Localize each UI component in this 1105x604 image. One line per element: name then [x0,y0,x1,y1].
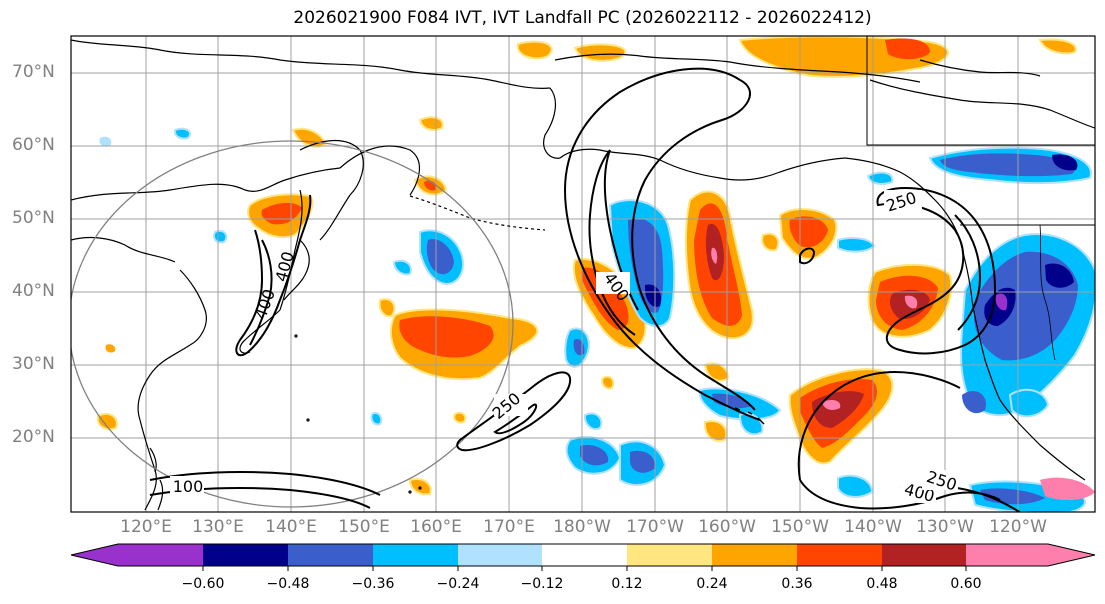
colorbar-tick-label: 0.12 [611,576,643,592]
map-frame [70,35,1096,513]
graticule [71,36,1095,512]
colorbar-tick-label: −0.24 [436,576,480,592]
lon-label-180w: 180°W [553,517,611,537]
lon-label-150w: 150°W [771,517,829,537]
lon-label-160w: 160°W [698,517,756,537]
map-title: 2026021900 F084 IVT, IVT Landfall PC (20… [293,8,872,28]
colorbar-tick-label: 0.24 [696,576,728,592]
lat-label-30n: 30°N [12,354,55,374]
coastlines [71,36,1095,511]
colorbar-tick-label: −0.60 [181,576,225,592]
colorbar [70,543,1096,571]
lon-label-170w: 170°W [626,517,684,537]
lat-label-40n: 40°N [12,281,55,301]
ivt-contours [149,67,1021,512]
lon-label-140w: 140°W [844,517,902,537]
colorbar-tick-label: −0.48 [266,576,310,592]
lon-label-140e: 140°E [265,517,317,537]
contour-label-100: 100 [173,477,204,496]
lon-label-120w: 120°W [989,517,1047,537]
colorbar-arrow-right [1048,544,1095,566]
lon-label-130e: 130°E [192,517,244,537]
contour-label-group: 250 400 250 400 250 400 400 100 [170,188,959,506]
lon-label-160e: 160°E [410,517,462,537]
lon-label-150e: 150°E [338,517,390,537]
colorbar-tick-label: 0.60 [950,576,982,592]
colorbar-arrow-left [71,544,118,566]
colorbar-tick-label: 0.36 [781,576,813,592]
colorbar-tick-label: −0.12 [520,576,564,592]
lon-label-130w: 130°W [916,517,974,537]
radius-circle [71,140,514,508]
colorbar-tick-label: −0.36 [351,576,395,592]
lat-label-50n: 50°N [12,208,55,228]
lon-label-170e: 170°E [483,517,535,537]
lat-label-20n: 20°N [12,427,55,447]
lat-label-60n: 60°N [12,135,55,155]
colorbar-tick-label: 0.48 [866,576,898,592]
lat-label-70n: 70°N [12,62,55,82]
lon-label-120e: 120°E [120,517,172,537]
